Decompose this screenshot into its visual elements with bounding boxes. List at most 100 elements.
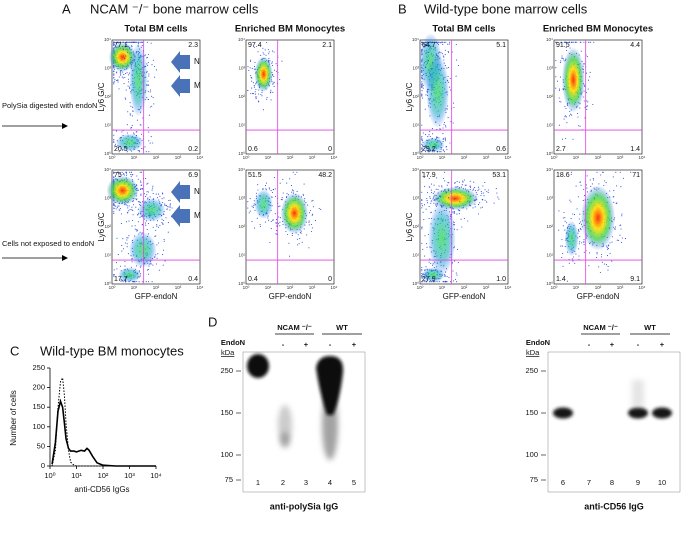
event-dot <box>477 189 479 192</box>
event-dot <box>572 260 574 262</box>
event-dot <box>266 41 268 44</box>
event-dot <box>583 195 586 197</box>
event-dot <box>421 191 423 193</box>
event-dot <box>268 53 270 55</box>
event-dot <box>156 244 158 246</box>
event-dot <box>126 205 128 207</box>
event-dot <box>459 210 461 212</box>
event-dot <box>273 177 275 179</box>
event-dot <box>128 205 130 207</box>
event-dot <box>561 256 563 259</box>
event-dot <box>279 225 281 227</box>
event-dot <box>140 180 142 182</box>
flow-tick-label: 10² <box>238 94 245 99</box>
event-dot <box>149 89 152 91</box>
event-dot <box>619 171 621 173</box>
event-dot <box>583 241 585 243</box>
event-dot <box>268 51 270 53</box>
event-dot <box>421 41 423 43</box>
event-dot <box>437 44 440 46</box>
event-dot <box>296 191 298 193</box>
event-dot <box>135 41 137 43</box>
event-dot <box>311 227 313 229</box>
event-dot <box>304 198 306 200</box>
event-dot <box>434 261 436 263</box>
event-dot <box>271 64 274 67</box>
event-dot <box>448 276 450 279</box>
event-dot <box>147 127 149 129</box>
flow-tick-label: 10² <box>153 285 160 290</box>
event-dot <box>120 74 122 76</box>
event-dot <box>147 268 149 271</box>
event-dot <box>430 202 432 204</box>
event-dot <box>584 117 586 119</box>
event-dot <box>113 43 115 45</box>
event-dot <box>121 250 123 252</box>
event-dot <box>158 242 160 244</box>
event-dot <box>156 257 158 259</box>
event-dot <box>616 239 618 241</box>
event-dot <box>422 211 424 213</box>
event-dot <box>309 209 312 211</box>
event-dot <box>563 118 565 120</box>
event-dot <box>116 71 118 73</box>
y-tick-label: 100 <box>32 422 45 431</box>
event-dot <box>115 130 118 132</box>
panel-title: NCAM ⁻/⁻ bone marrow cells <box>90 1 259 16</box>
event-dot <box>421 200 423 202</box>
event-dot <box>312 213 314 215</box>
event-dot <box>585 184 587 186</box>
event-dot <box>136 280 138 283</box>
event-dot <box>162 219 164 222</box>
event-dot <box>122 77 124 79</box>
event-dot <box>421 84 423 86</box>
event-dot <box>580 229 582 231</box>
event-dot <box>139 124 141 126</box>
event-dot <box>560 245 562 247</box>
flow-tick-label: 10² <box>238 224 245 229</box>
event-dot <box>444 180 446 182</box>
event-dot <box>429 197 431 199</box>
event-dot <box>421 83 423 85</box>
event-dot <box>620 228 622 230</box>
event-dot <box>147 84 150 86</box>
event-dot <box>299 238 301 240</box>
event-dot <box>600 174 602 176</box>
x-tick-label: 10² <box>98 471 109 480</box>
event-dot <box>425 74 427 76</box>
event-dot <box>455 44 457 46</box>
event-dot <box>558 97 560 99</box>
event-dot <box>607 245 609 247</box>
event-dot <box>141 187 144 190</box>
event-dot <box>586 175 588 177</box>
event-dot <box>125 89 127 91</box>
flow-tick-label: 10¹ <box>131 155 138 160</box>
event-dot <box>439 151 441 153</box>
quadrant-value: 17.9 <box>422 172 436 179</box>
event-dot <box>605 264 608 266</box>
event-dot <box>566 222 568 224</box>
event-dot <box>583 251 585 253</box>
event-dot <box>444 274 446 276</box>
event-dot <box>279 78 281 81</box>
event-dot <box>127 78 129 80</box>
event-dot <box>424 255 426 257</box>
event-dot <box>429 258 431 260</box>
y-axis-label: Ly6 G/C <box>405 212 414 241</box>
event-dot <box>121 244 123 246</box>
event-dot <box>137 41 139 43</box>
event-dot <box>587 88 589 90</box>
event-dot <box>127 51 129 53</box>
event-dot <box>253 66 256 68</box>
event-dot <box>113 41 115 43</box>
event-dot <box>136 230 138 232</box>
event-dot <box>148 140 150 142</box>
event-dot <box>124 242 126 244</box>
event-dot <box>442 127 444 129</box>
density-core <box>280 192 309 235</box>
event-dot <box>452 211 454 213</box>
event-dot <box>146 57 148 59</box>
event-dot <box>116 237 118 239</box>
event-dot <box>124 97 126 99</box>
event-dot <box>607 266 609 268</box>
